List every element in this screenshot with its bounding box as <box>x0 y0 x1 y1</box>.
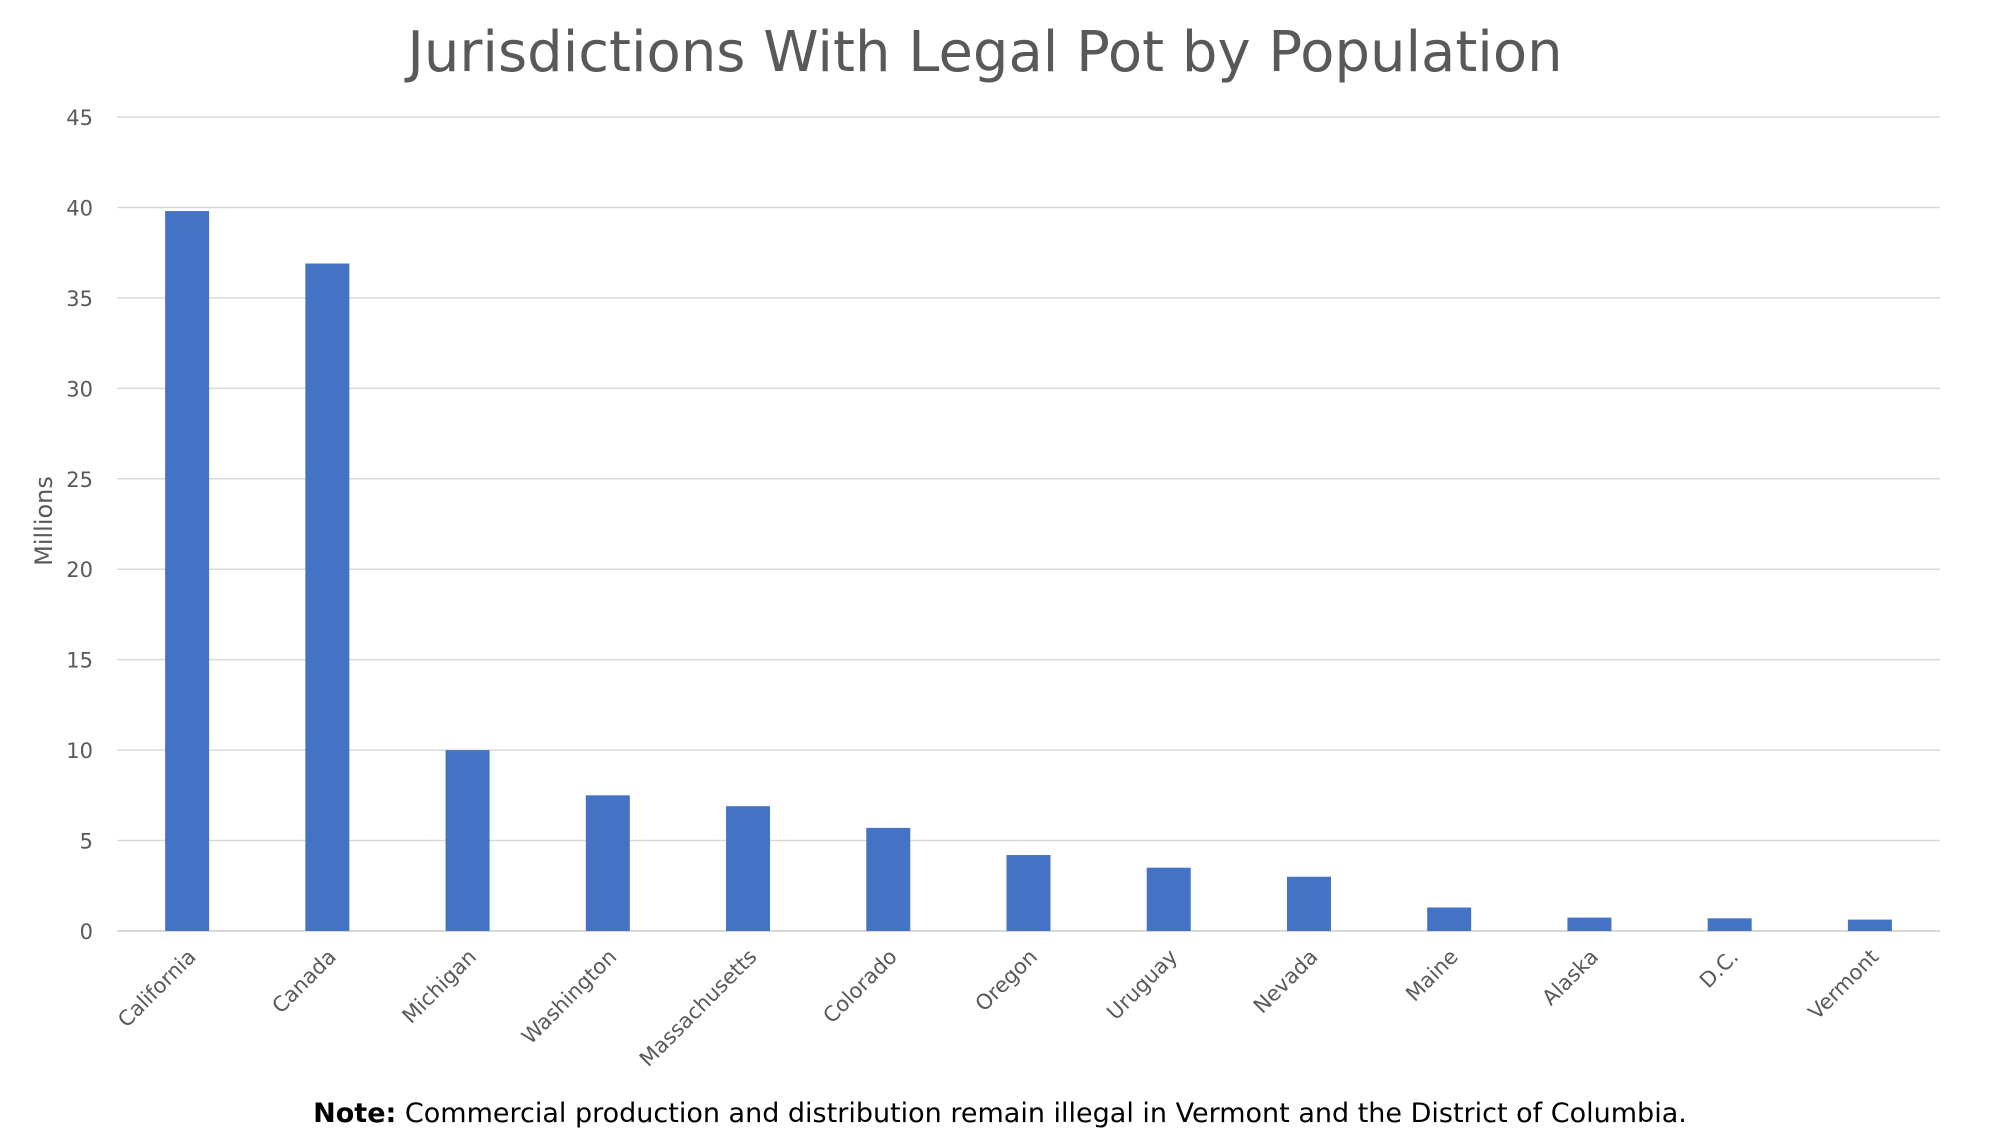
x-tick-label: Washington <box>517 945 621 1049</box>
bar-vermont <box>1847 919 1892 931</box>
bar-oregon <box>1006 855 1051 931</box>
y-tick-label: 25 <box>66 468 93 492</box>
x-tick-label: Alaska <box>1537 945 1603 1011</box>
chart-title: Jurisdictions With Legal Pot by Populati… <box>407 20 1563 85</box>
y-tick-label: 40 <box>66 196 93 220</box>
x-tick-label: Oregon <box>971 945 1042 1016</box>
bar-michigan <box>445 750 490 931</box>
y-axis-ticks: 0 5 10 15 20 25 30 35 40 45 <box>66 106 93 944</box>
bar-washington <box>585 795 630 931</box>
y-tick-label: 5 <box>80 830 93 854</box>
y-tick-label: 10 <box>66 739 93 763</box>
y-axis-title: Millions <box>30 476 58 566</box>
bars <box>165 211 1892 931</box>
bar-uruguay <box>1146 867 1191 931</box>
x-tick-label: Uruguay <box>1102 945 1182 1025</box>
y-tick-label: 45 <box>66 106 93 130</box>
x-tick-label: Maine <box>1401 945 1463 1007</box>
x-tick-label: Nevada <box>1249 945 1323 1019</box>
y-tick-label: 15 <box>66 649 93 673</box>
y-tick-label: 0 <box>80 920 93 944</box>
bar-massachusetts <box>726 806 771 931</box>
grid-lines <box>117 116 1940 932</box>
x-tick-label: California <box>113 945 200 1032</box>
x-tick-label: D.C. <box>1695 945 1743 993</box>
y-tick-label: 20 <box>66 558 93 582</box>
x-tick-label: Vermont <box>1804 945 1884 1025</box>
note-label: Note: <box>313 1098 397 1129</box>
bar-california <box>165 211 210 931</box>
bar-colorado <box>866 827 911 931</box>
y-tick-label: 30 <box>66 377 93 401</box>
x-axis-labels: California Canada Michigan Washington Massac… <box>113 945 1883 1072</box>
note-text: Commercial production and distribution r… <box>396 1098 1687 1129</box>
x-tick-label: Colorado <box>818 945 901 1028</box>
bar-canada <box>305 263 350 931</box>
bar-maine <box>1427 907 1472 931</box>
x-tick-label: Canada <box>267 945 340 1018</box>
bar-alaska <box>1567 917 1612 931</box>
bar-nevada <box>1286 876 1331 931</box>
y-tick-label: 35 <box>66 287 93 311</box>
x-tick-label: Massachusetts <box>635 945 762 1072</box>
footnote: Note: Commercial production and distribu… <box>0 1098 2000 1129</box>
x-tick-label: Michigan <box>398 945 482 1029</box>
bar-d-c <box>1707 918 1752 931</box>
